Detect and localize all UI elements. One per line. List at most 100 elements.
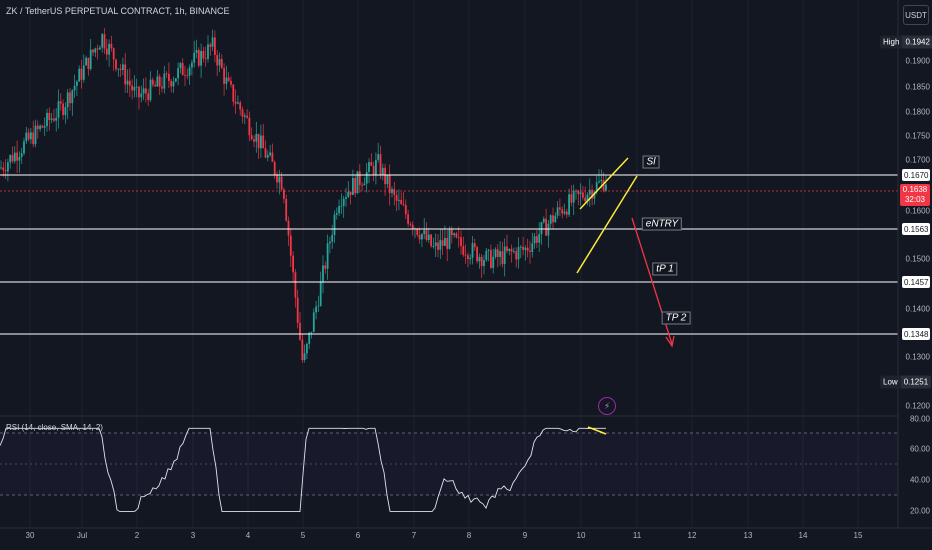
candle-body xyxy=(582,192,584,198)
candle-body xyxy=(248,117,251,136)
price-tick: 0.1300 xyxy=(905,352,930,362)
level-tag-tp2[interactable]: 0.1348 xyxy=(902,328,931,340)
rsi-divergence-line[interactable] xyxy=(587,426,607,435)
candle-body xyxy=(163,73,166,89)
candle-body xyxy=(170,80,173,87)
candle-body xyxy=(142,88,145,94)
candle-body xyxy=(105,48,108,55)
candle-body xyxy=(289,235,292,256)
candle-body xyxy=(168,73,170,81)
candlestick-series xyxy=(0,28,607,363)
candle-body xyxy=(393,189,396,196)
symbol-title[interactable]: ZK / TetherUS PERPETUAL CONTRACT, 1h, BI… xyxy=(6,6,230,16)
currency-button[interactable]: USDT xyxy=(903,5,929,25)
candle-body xyxy=(216,54,219,66)
candle-body xyxy=(329,241,331,244)
candle-body xyxy=(510,248,513,252)
candle-body xyxy=(519,246,522,248)
candle-body xyxy=(255,133,258,142)
price-tick: 0.1400 xyxy=(905,304,930,314)
candle-body xyxy=(165,73,168,75)
candle-body xyxy=(605,184,607,191)
candle-body xyxy=(18,156,21,161)
tp1-annotation[interactable]: tP 1 xyxy=(652,262,678,276)
candle-body xyxy=(184,75,186,76)
candle-body xyxy=(542,218,545,223)
tp2-annotation[interactable]: TP 2 xyxy=(661,311,691,325)
candle-body xyxy=(331,234,334,242)
rsi-tick: 60.00 xyxy=(909,444,930,454)
entry-annotation[interactable]: eNTRY xyxy=(641,217,683,231)
candle-body xyxy=(101,34,104,48)
candle-body xyxy=(476,247,478,262)
candle-body xyxy=(490,249,492,268)
level-tag-entry[interactable]: 0.1563 xyxy=(902,223,931,235)
candle-body xyxy=(154,84,156,87)
trend-drawings[interactable] xyxy=(576,157,675,348)
target-arrow-line[interactable] xyxy=(631,217,673,345)
candle-body xyxy=(312,312,315,332)
candle-body xyxy=(536,236,538,243)
level-tag-sl[interactable]: 0.1670 xyxy=(902,169,931,181)
candle-body xyxy=(506,246,508,252)
candle-body xyxy=(76,81,78,86)
candle-body xyxy=(179,63,182,69)
candle-body xyxy=(522,246,524,250)
candle-body xyxy=(598,181,600,183)
candle-body xyxy=(99,47,101,50)
candle-body xyxy=(11,155,14,162)
candle-body xyxy=(439,240,442,250)
lightning-icon[interactable]: ⚡ xyxy=(598,397,616,415)
candle-body xyxy=(25,132,28,142)
rsi-title[interactable]: RSI (14, close, SMA, 14, 2) xyxy=(6,423,103,432)
horizontal-levels[interactable] xyxy=(0,174,898,335)
time-tick: 11 xyxy=(632,531,642,540)
candle-body xyxy=(335,213,338,215)
candle-body xyxy=(427,234,430,240)
candle-body xyxy=(473,243,476,248)
candle-body xyxy=(531,243,534,253)
candle-body xyxy=(73,85,76,91)
candle-body xyxy=(379,154,382,176)
price-tick: 0.1500 xyxy=(905,254,930,264)
time-tick: 8 xyxy=(466,531,472,540)
candle-body xyxy=(71,90,74,104)
time-tick: Jul xyxy=(76,531,88,540)
last-price-value: 0.1638 xyxy=(902,185,928,194)
channel-lower-line[interactable] xyxy=(576,175,638,274)
candle-body xyxy=(296,297,299,323)
candle-body xyxy=(513,251,515,253)
candle-body xyxy=(356,171,359,194)
level-tag-tp1[interactable]: 0.1457 xyxy=(902,276,931,288)
sl-annotation[interactable]: Sl xyxy=(642,155,660,169)
candle-body xyxy=(64,107,67,116)
candle-body xyxy=(430,234,432,247)
price-tick: 0.1600 xyxy=(905,206,930,216)
time-tick: 2 xyxy=(134,531,140,540)
candle-body xyxy=(32,132,35,145)
candle-body xyxy=(462,246,465,255)
candle-body xyxy=(485,250,488,261)
arrow-head-icon xyxy=(665,335,675,348)
candle-body xyxy=(600,179,603,182)
candle-body xyxy=(444,237,446,246)
candle-body xyxy=(354,178,357,194)
candle-body xyxy=(36,125,39,130)
candle-body xyxy=(193,52,196,63)
candle-body xyxy=(276,174,278,183)
candle-body xyxy=(278,176,281,183)
candle-body xyxy=(317,305,320,307)
candle-body xyxy=(103,34,106,49)
candle-body xyxy=(119,68,122,70)
candle-body xyxy=(407,214,409,224)
candle-body xyxy=(124,64,127,85)
candle-body xyxy=(349,191,352,196)
channel-upper-line[interactable] xyxy=(579,157,629,210)
candle-body xyxy=(384,167,386,185)
candle-body xyxy=(223,68,225,84)
candle-body xyxy=(280,176,283,190)
candle-body xyxy=(9,155,12,163)
candle-body xyxy=(20,153,23,157)
candle-body xyxy=(386,174,389,185)
